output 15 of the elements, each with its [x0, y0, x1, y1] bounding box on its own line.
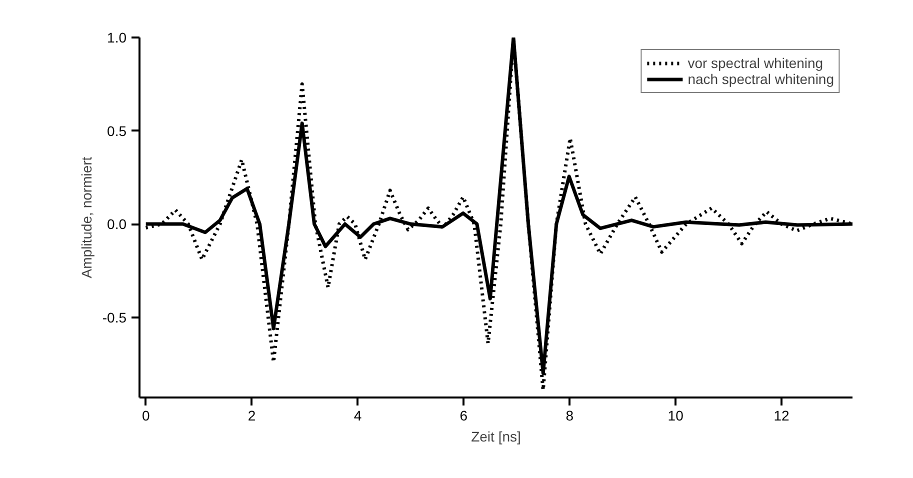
- y-axis-title: Amplitude, normiert: [78, 156, 94, 278]
- x-tick-label: 0: [142, 408, 150, 424]
- y-tick-label: 0.5: [107, 122, 127, 139]
- x-tick-label: 10: [668, 408, 684, 424]
- x-tick-label: 8: [566, 408, 574, 424]
- x-tick-label: 6: [460, 408, 468, 424]
- legend-label: nach spectral whitening: [688, 71, 834, 87]
- y-tick-label: 1.0: [107, 30, 127, 46]
- legend-label: vor spectral whitening: [688, 55, 824, 71]
- x-axis-title: Zeit [ns]: [471, 428, 521, 444]
- x-tick-label: 12: [774, 408, 790, 424]
- x-tick-label: 2: [248, 408, 256, 424]
- y-tick-label: -0.5: [102, 309, 127, 326]
- y-tick-label: 0.0: [107, 216, 127, 232]
- x-tick-label: 4: [354, 408, 362, 424]
